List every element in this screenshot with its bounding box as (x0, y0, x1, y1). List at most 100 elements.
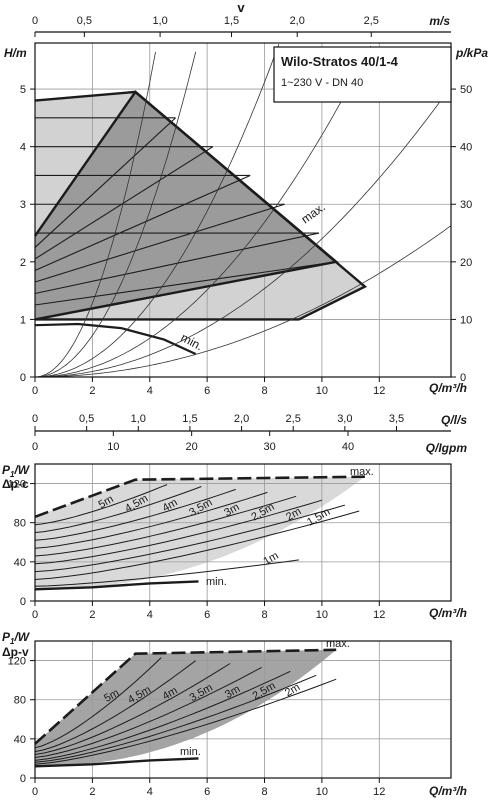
dpc-operating-field (35, 476, 365, 590)
head-y2-tick-label: 10 (460, 314, 472, 326)
dpc-y-ticks: 0 40 80 120 (8, 479, 35, 608)
head-plot-frame (34, 42, 452, 378)
head-max-annotation: max. (299, 200, 328, 227)
system-curve-4 (35, 45, 372, 378)
dpc-level-curve-9 (34, 559, 299, 587)
head-y-tick-label: 1 (20, 314, 26, 326)
power-chart-dpv: 0 40 80 120 0 2 4 6 8 10 12 P1/W Δp-v Q/m³/h max.… (2, 630, 467, 798)
ls-tick-label: 3,5 (389, 413, 404, 425)
ls-ticks: 0 0,5 1,0 1,5 2,0 2,5 3,0 3,5 (32, 413, 404, 431)
igpm-tick-label: 40 (342, 441, 354, 453)
dpv-min-curve (34, 757, 199, 768)
dpv-plot-frame (34, 640, 452, 779)
dpv-x-label: Q/m³/h (429, 784, 467, 798)
head-y-ticks: 0 1 2 3 4 5 (20, 84, 35, 384)
dpc-curves (34, 475, 365, 591)
dpc-level-curve-8 (34, 510, 360, 580)
dpc-x-tick-label: 4 (147, 609, 153, 621)
ls-tick-label: 2,0 (234, 413, 249, 425)
head-curves (34, 90, 368, 356)
pump-model-title: Wilo-Stratos 40/1-4 (281, 54, 399, 69)
head-y2-tick-label: 40 (460, 142, 472, 154)
dpv-max-annotation: max. (326, 638, 350, 650)
dpc-y-tick-label: 80 (14, 518, 26, 530)
head-y-tick-label: 3 (20, 199, 26, 211)
dpv-max-curve (34, 648, 337, 745)
dpc-x-tick-label: 6 (204, 609, 210, 621)
head-y2-tick-label: 30 (460, 199, 472, 211)
dpc-x-tick-label: 2 (89, 609, 95, 621)
dpv-min-annotation: min. (180, 746, 201, 758)
dpv-y-tick-label: 120 (8, 656, 26, 668)
dpc-x-tick-label: 12 (373, 609, 385, 621)
header-box-frame (273, 46, 452, 103)
head-control-line-4 (34, 203, 285, 283)
dpc-x-tick-label: 0 (32, 609, 38, 621)
system-curve-3 (35, 44, 280, 378)
system-curve-6 (35, 225, 452, 378)
head-x-tick-label: 10 (316, 385, 328, 397)
head-dark-band-outline (34, 90, 339, 321)
header-box: Wilo-Stratos 40/1-4 1~230 V - DN 40 (273, 46, 452, 103)
head-pressure-ticks: 0 10 20 30 40 50 (451, 84, 472, 384)
dpv-level-curve-2 (34, 660, 197, 753)
head-y-tick-label: 2 (20, 257, 26, 269)
head-y2-tick-label: 0 (460, 372, 466, 384)
velocity-tick-label: 1,0 (152, 15, 167, 27)
ls-tick-label: 1,0 (131, 413, 146, 425)
dpv-y-tick-label: 40 (14, 734, 26, 746)
pump-model-subtitle: 1~230 V - DN 40 (281, 77, 363, 89)
igpm-axis-label: Q/Igpm (426, 441, 468, 455)
head-x-tick-label: 12 (373, 385, 385, 397)
dpv-x-tick-label: 0 (32, 786, 38, 798)
head-x-tick-label: 2 (89, 385, 95, 397)
velocity-unit: m/s (429, 14, 450, 28)
dpv-y-tick-label: 80 (14, 695, 26, 707)
igpm-ticks: 0 10 20 30 40 (32, 431, 354, 453)
head-y2-tick-label: 50 (460, 84, 472, 96)
dpc-y-label: P1/W (2, 463, 31, 479)
head-min-annotation: min. (179, 330, 206, 353)
dpc-level-curve-7 (34, 504, 345, 573)
dpc-level-curve-6 (34, 499, 323, 565)
dpc-level-curve-2 (34, 486, 202, 533)
head-x-ticks: 0 2 4 6 8 10 12 (32, 377, 385, 397)
velocity-label: v (237, 0, 245, 15)
velocity-tick-label: 2,0 (290, 15, 305, 27)
dpc-min-annotation: min. (206, 576, 227, 588)
dpc-y-tick-label: 40 (14, 557, 26, 569)
dpv-x-tick-label: 10 (316, 786, 328, 798)
velocity-ticks: 0 0,5 1,0 1,5 2,0 2,5 (32, 15, 379, 37)
ls-tick-label: 0 (32, 413, 38, 425)
dpv-level-curve-1 (34, 657, 162, 749)
dpv-level-curve-7 (34, 678, 337, 765)
power-chart-dpc: 0 40 80 120 0 2 4 6 8 10 12 P1/W Δp-c Q/m³/h max.… (2, 463, 467, 621)
unit-conversion-axes: 0 0,5 1,0 1,5 2,0 2,5 3,0 3,5 Q/l/s 0 10 20 30 40 Q… (32, 413, 467, 455)
velocity-tick-label: 0 (32, 15, 38, 27)
head-y2-tick-label: 20 (460, 257, 472, 269)
system-curve-1 (34, 51, 197, 378)
head-y-label: H/m (4, 46, 27, 60)
head-max-curve (34, 90, 368, 321)
head-control-line-3 (34, 174, 251, 271)
dpc-level-curve-1 (34, 484, 168, 526)
igpm-tick-label: 0 (32, 441, 38, 453)
head-control-line-6 (34, 261, 337, 306)
ls-tick-label: 0,5 (79, 413, 94, 425)
head-control-line-5 (34, 232, 320, 295)
dpv-y-ticks: 0 40 80 120 (8, 656, 35, 785)
velocity-tick-label: 0,5 (77, 15, 92, 27)
head-min-curve (34, 322, 197, 356)
dpv-curves (34, 648, 337, 768)
dpv-level-curve-4 (34, 666, 262, 758)
dpv-x-tick-label: 4 (147, 786, 153, 798)
head-x-label: Q/m³/h (429, 381, 467, 395)
dpv-level-curve-5 (34, 670, 291, 761)
dpc-y-tick-label: 0 (20, 596, 26, 608)
system-curve-2 (34, 51, 156, 378)
dpc-max-annotation: max. (350, 466, 374, 478)
head-x-tick-label: 4 (147, 385, 153, 397)
dpc-field-fill (35, 476, 365, 590)
